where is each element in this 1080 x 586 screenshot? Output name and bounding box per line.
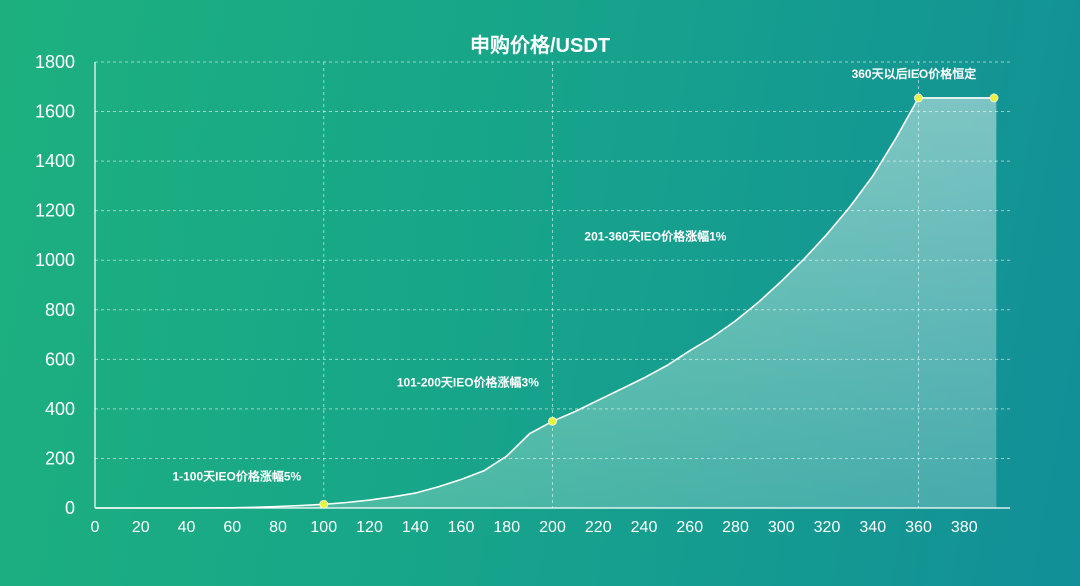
x-tick-label: 160 [448, 519, 475, 536]
area-layer [95, 97, 997, 509]
annotation-label: 360天以后IEO价格恒定 [852, 66, 977, 81]
x-tick-label: 20 [132, 519, 150, 536]
annotation-label: 101-200天IEO价格涨幅3% [397, 375, 539, 390]
y-tick-label: 800 [45, 300, 75, 320]
marker-layer [319, 93, 999, 509]
annotation-label: 201-360天IEO价格涨幅1% [584, 228, 726, 243]
y-tick-label: 400 [45, 399, 75, 419]
y-tick-label: 1800 [35, 52, 75, 72]
axis-layer: 0 200 400 600 800 1000 1200 1400 1600 1800 0 20 40 60… [35, 52, 1010, 536]
x-tick-label: 260 [676, 519, 703, 536]
x-tick-label: 280 [722, 519, 749, 536]
x-tick-label: 380 [951, 519, 978, 536]
x-tick-label: 0 [91, 519, 100, 536]
y-tick-label: 0 [65, 498, 75, 518]
x-tick-label: 80 [269, 519, 287, 536]
x-tick-label: 140 [402, 519, 429, 536]
grid-layer [95, 61, 1010, 508]
x-tick-label: 300 [768, 519, 795, 536]
y-tick-label: 1200 [35, 201, 75, 221]
y-tick-label: 600 [45, 349, 75, 369]
x-tick-label: 120 [356, 519, 383, 536]
area-fill [95, 97, 997, 509]
data-marker [914, 93, 923, 103]
y-tick-label: 1000 [35, 250, 75, 270]
x-tick-label: 240 [631, 519, 658, 536]
x-tick-label: 100 [310, 519, 337, 536]
y-tick-label: 1600 [35, 102, 75, 122]
x-tick-label: 320 [814, 519, 841, 536]
x-tick-label: 220 [585, 519, 612, 536]
series-line [95, 97, 997, 509]
chart-title: 申购价格/USDT [470, 33, 610, 57]
x-tick-label: 180 [493, 519, 520, 536]
x-tick-label: 40 [178, 519, 196, 536]
x-tick-label: 60 [223, 519, 241, 536]
x-tick-label: 360 [905, 519, 932, 536]
x-tick-label: 200 [539, 519, 566, 536]
annotation-label: 1-100天IEO价格涨幅5% [172, 469, 301, 484]
data-marker [319, 499, 329, 509]
y-tick-label: 200 [45, 448, 75, 468]
data-marker [548, 416, 557, 426]
y-tick-label: 1400 [35, 151, 75, 171]
label-layer: 1-100天IEO价格涨幅5% 101-200天IEO价格涨幅3% 201-360天… [172, 66, 976, 484]
x-tick-label: 340 [859, 519, 886, 536]
data-marker [989, 93, 999, 103]
